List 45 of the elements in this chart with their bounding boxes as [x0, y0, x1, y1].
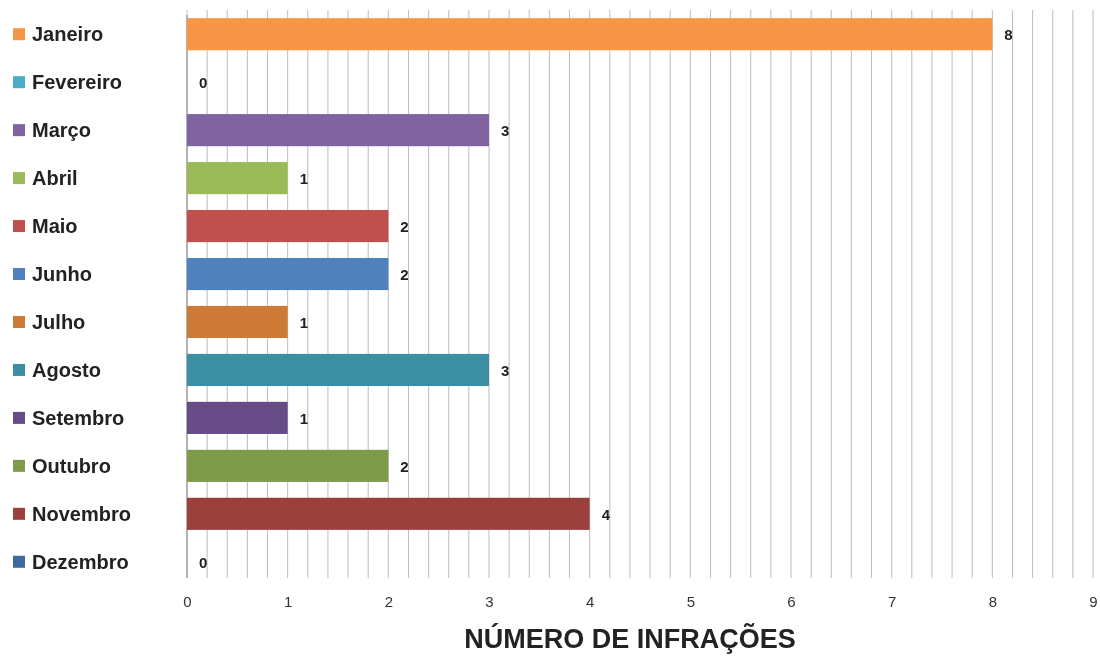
bar	[187, 257, 389, 291]
x-tick-label: 8	[988, 592, 998, 610]
y-tick-label: Novembro	[32, 502, 131, 525]
bar	[187, 353, 489, 387]
bar	[187, 305, 288, 339]
y-tick-label: Setembro	[32, 406, 125, 429]
bar	[187, 209, 389, 243]
data-label: 1	[299, 170, 309, 188]
data-label: 2	[400, 457, 409, 475]
x-tick-label: 9	[1089, 592, 1098, 610]
y-tick-label: Maio	[32, 215, 78, 238]
data-label: 4	[601, 505, 611, 523]
y-tick-label: Outubro	[32, 454, 111, 477]
data-label: 2	[400, 218, 409, 236]
bar	[187, 18, 993, 51]
x-tick-label: 0	[183, 592, 192, 610]
data-label: 0	[199, 553, 208, 571]
data-label: 3	[501, 122, 510, 140]
x-axis-title: NÚMERO DE INFRAÇÕES	[464, 623, 796, 654]
bar	[187, 114, 489, 147]
bar	[187, 449, 389, 482]
y-tick-label: Março	[32, 119, 91, 142]
data-label: 8	[1004, 26, 1013, 44]
data-label: 1	[299, 313, 309, 331]
y-tick-label: Junho	[32, 263, 92, 286]
data-label: 3	[501, 361, 510, 379]
data-label: 1	[299, 409, 309, 427]
bar	[187, 162, 288, 195]
bar	[187, 401, 288, 434]
y-tick-label: Abril	[32, 167, 78, 190]
x-tick-label: 1	[283, 592, 293, 610]
x-tick-label: 4	[585, 592, 595, 610]
bar	[187, 497, 590, 530]
data-label: 2	[400, 266, 409, 284]
y-tick-label: Janeiro	[32, 23, 104, 46]
x-tick-label: 2	[384, 592, 394, 610]
y-tick-label: Dezembro	[32, 550, 129, 573]
y-tick-label: Agosto	[32, 358, 101, 381]
y-tick-label: Fevereiro	[32, 71, 123, 94]
y-tick-label: Julho	[32, 310, 86, 333]
x-tick-label: 7	[887, 592, 897, 610]
x-tick-label: 3	[485, 592, 494, 610]
x-tick-label: 5	[686, 592, 696, 610]
x-tick-label: 6	[787, 592, 796, 610]
data-label: 0	[199, 74, 208, 92]
